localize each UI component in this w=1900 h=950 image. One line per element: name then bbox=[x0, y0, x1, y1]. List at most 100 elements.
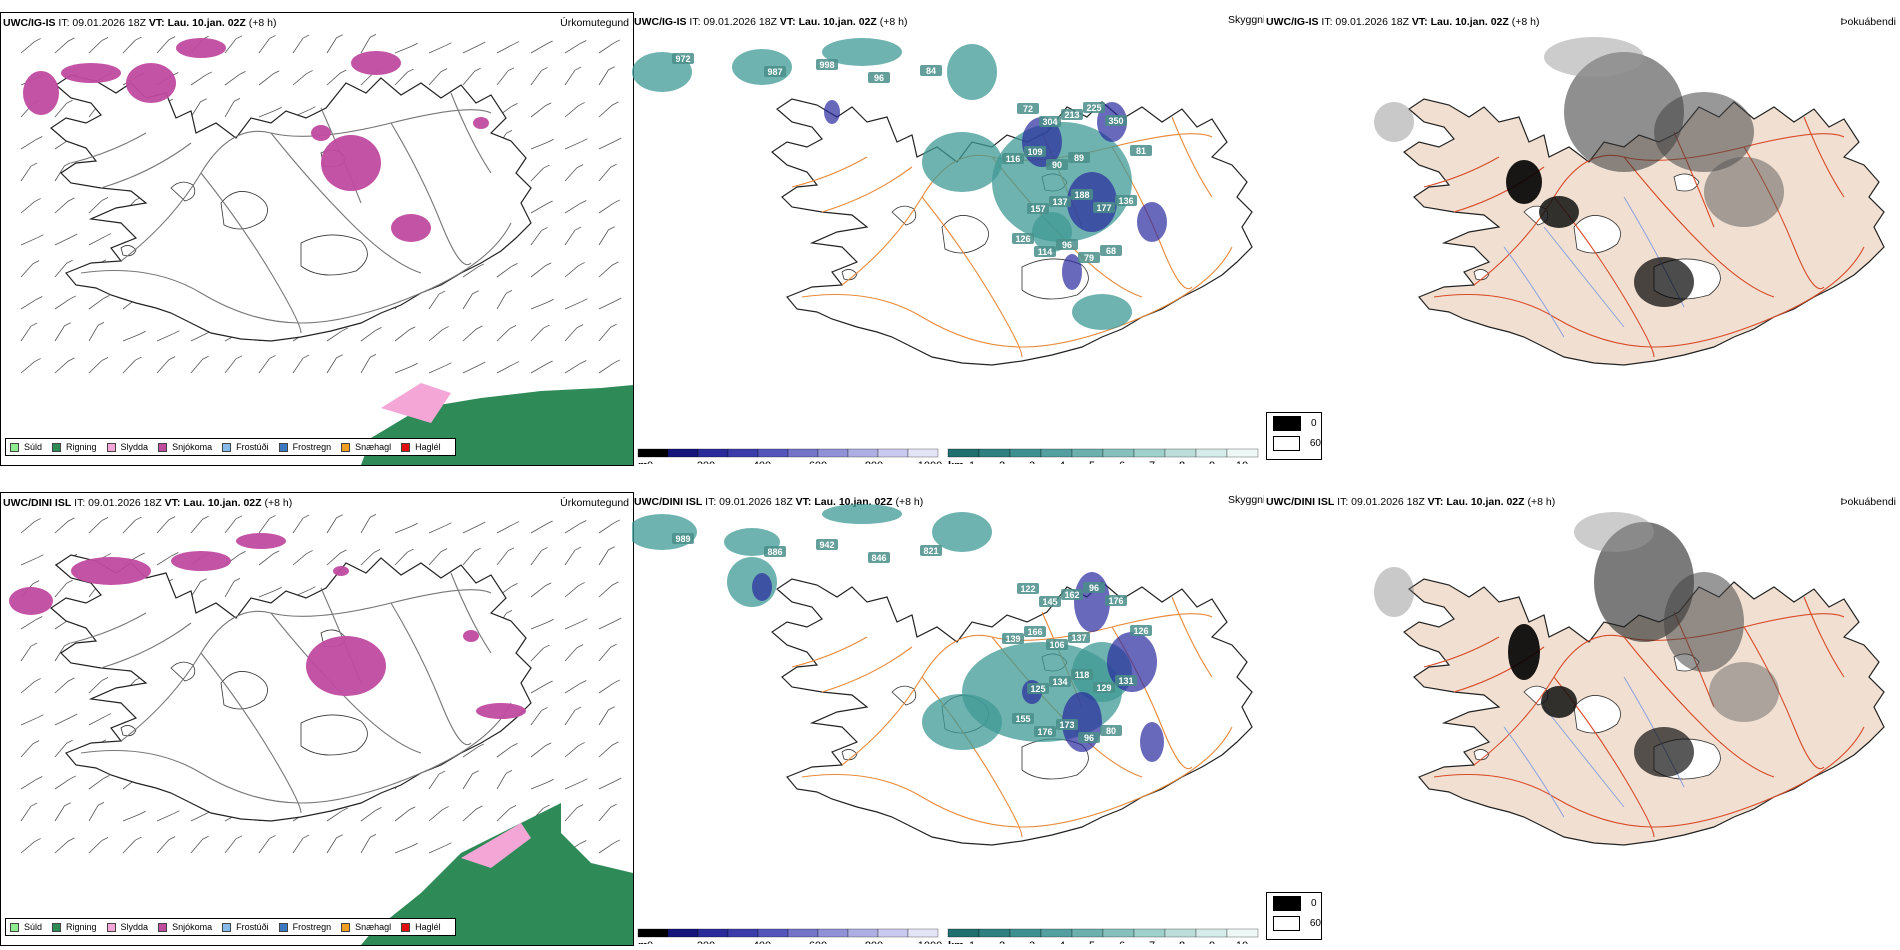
wind-barb-flag bbox=[474, 67, 481, 72]
snow-area bbox=[473, 117, 489, 129]
value-label-bg bbox=[1034, 246, 1056, 257]
panel-header: UWC/DINI ISL IT: 09.01.2026 18Z VT: Lau.… bbox=[1266, 496, 1556, 508]
fog-area bbox=[1541, 686, 1577, 718]
wind-barb-flag bbox=[37, 714, 44, 719]
wind-barb-flag bbox=[547, 298, 554, 303]
road-line bbox=[1433, 726, 1865, 828]
wind-barb-flag bbox=[97, 322, 105, 326]
legend-label: Rigning bbox=[66, 922, 97, 932]
wind-barb bbox=[496, 266, 512, 278]
legend-swatch bbox=[10, 922, 19, 932]
wind-barb bbox=[20, 41, 36, 54]
wind-barb-flag bbox=[545, 582, 552, 587]
value-label: 126 bbox=[1133, 626, 1148, 636]
wind-barb-flag bbox=[442, 326, 449, 330]
wind-barb-flag bbox=[511, 263, 518, 267]
value-label-bg bbox=[920, 65, 942, 76]
wind-barb-flag bbox=[438, 290, 446, 295]
value-label-bg bbox=[1068, 632, 1090, 643]
wind-barb-flag bbox=[612, 101, 619, 106]
wind-barb-flag bbox=[30, 322, 38, 327]
scale-tick-label: 600 bbox=[809, 460, 827, 464]
wind-barb-flag bbox=[574, 226, 582, 231]
wind-barb bbox=[326, 810, 343, 822]
wind-barb-flag bbox=[239, 551, 246, 555]
wind-barb bbox=[54, 742, 67, 758]
legend-label: Slydda bbox=[120, 922, 149, 932]
wind-barb bbox=[54, 262, 67, 278]
wind-barb-flag bbox=[546, 200, 553, 205]
wind-barb bbox=[156, 333, 174, 342]
cloudbase-scale-swatch bbox=[727, 928, 759, 938]
wind-barb bbox=[598, 806, 611, 822]
visibility-scale-swatch bbox=[1164, 448, 1197, 458]
wind-barb-flag bbox=[541, 547, 548, 551]
value-label-bg bbox=[1105, 595, 1127, 606]
wind-barb bbox=[598, 780, 616, 790]
wind-barb-flag bbox=[34, 198, 41, 202]
value-label-bg bbox=[1024, 626, 1046, 637]
wind-barb-flag bbox=[168, 36, 176, 40]
road-line bbox=[801, 726, 1233, 828]
wind-barb-flag bbox=[543, 644, 550, 649]
value-label: 96 bbox=[874, 73, 884, 83]
wind-barb-flag bbox=[608, 66, 615, 71]
scale-tick-label: 8 bbox=[1179, 460, 1185, 464]
panel-header: UWC/IG-IS IT: 09.01.2026 18Z VT: Lau. 10… bbox=[634, 16, 908, 28]
cloudbase-scale-swatch bbox=[787, 448, 819, 458]
wind-barb bbox=[156, 555, 173, 566]
wind-barb bbox=[54, 840, 69, 854]
value-label: 90 bbox=[1052, 160, 1062, 170]
wind-barb-flag bbox=[369, 834, 377, 838]
snow-area bbox=[306, 636, 386, 696]
value-label-bg bbox=[816, 59, 838, 70]
wind-barb-flag bbox=[168, 356, 176, 360]
precip-legend: Súld Rigning Slydda Snjókoma Frostúði Frostre… bbox=[5, 438, 456, 456]
legend-label: Haglél bbox=[415, 442, 441, 452]
fog-legend-swatch bbox=[1273, 435, 1300, 451]
cloudbase-area bbox=[824, 100, 840, 124]
value-label-bg bbox=[1068, 152, 1090, 163]
wind-barb bbox=[292, 37, 304, 54]
wind-barb-flag bbox=[68, 197, 75, 202]
wind-barb bbox=[564, 327, 578, 342]
value-label-bg bbox=[1130, 625, 1152, 636]
wind-barb-flag bbox=[340, 69, 347, 74]
scale-tick-label: 0 bbox=[647, 460, 653, 464]
wind-barb-flag bbox=[64, 642, 71, 647]
value-label: 176 bbox=[1108, 596, 1123, 606]
road-line bbox=[100, 622, 192, 669]
road-line bbox=[270, 132, 422, 274]
wind-barb bbox=[258, 38, 270, 54]
wind-barb bbox=[258, 589, 276, 598]
wind-barb bbox=[20, 201, 36, 214]
wind-barb bbox=[54, 165, 65, 182]
scale-tick-label: 1000 bbox=[918, 460, 942, 464]
wind-barb bbox=[326, 330, 343, 342]
wind-barb bbox=[530, 363, 547, 374]
road-line bbox=[1553, 196, 1655, 358]
wind-barb-flag bbox=[70, 233, 78, 238]
wind-barb-flag bbox=[511, 743, 518, 747]
wind-barb-flag bbox=[543, 804, 550, 809]
wind-barb bbox=[224, 518, 237, 534]
road-line bbox=[1433, 246, 1865, 348]
visibility-scale-swatch bbox=[1071, 928, 1104, 938]
glacier-outline bbox=[300, 234, 368, 276]
wind-barb bbox=[360, 552, 375, 566]
wind-barb bbox=[292, 517, 304, 534]
value-label: 136 bbox=[1118, 196, 1133, 206]
wind-barb-flag bbox=[411, 842, 418, 847]
wind-barb bbox=[428, 845, 446, 854]
value-label-bg bbox=[1034, 726, 1056, 737]
wind-barb bbox=[292, 357, 304, 374]
wind-barb bbox=[20, 779, 37, 790]
wind-barb bbox=[564, 43, 581, 54]
value-label-bg bbox=[1012, 713, 1034, 724]
fog-area bbox=[1634, 257, 1694, 307]
wind-barb-flag bbox=[202, 835, 209, 840]
value-label: 81 bbox=[1136, 146, 1146, 156]
value-label: 225 bbox=[1086, 103, 1101, 113]
iceland-map bbox=[50, 74, 532, 342]
visibility-scale-swatch bbox=[1040, 448, 1073, 458]
